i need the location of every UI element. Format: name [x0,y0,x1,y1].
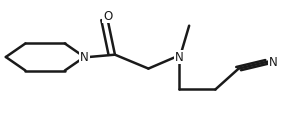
Text: N: N [269,56,278,69]
Text: O: O [103,10,112,23]
Text: N: N [175,51,183,64]
Text: N: N [80,51,89,64]
